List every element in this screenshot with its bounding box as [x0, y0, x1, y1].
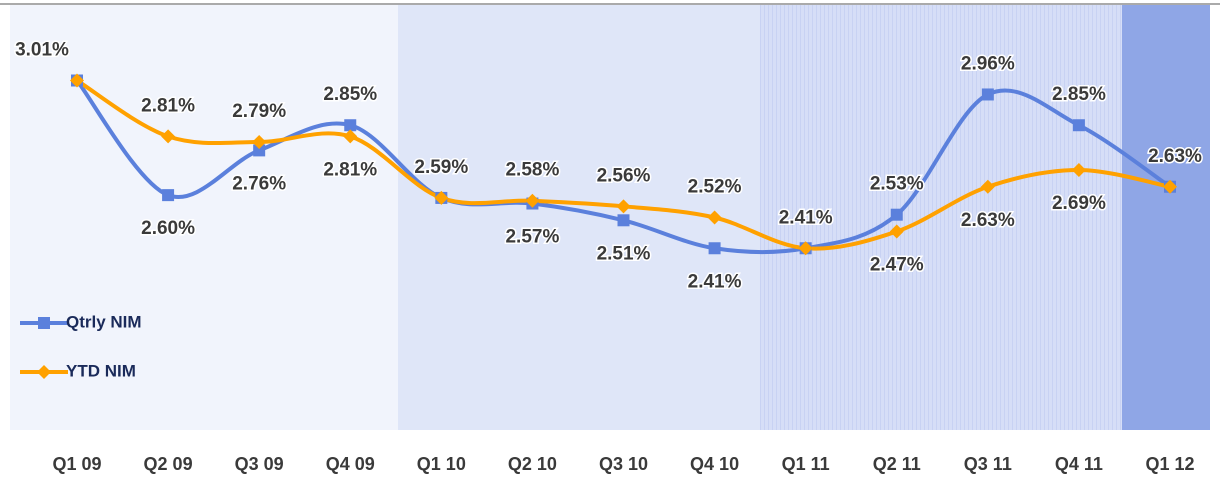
x-tick-label: Q3 10: [599, 454, 648, 474]
x-tick-label: Q2 10: [508, 454, 557, 474]
point: [162, 189, 175, 202]
value-label: 2.52%: [688, 177, 742, 198]
point: [434, 190, 449, 205]
point: [1071, 162, 1086, 177]
value-label: 2.81%: [141, 95, 195, 116]
x-tick-label: Q3 11: [964, 454, 1012, 474]
x-tick-label: Q1 10: [417, 454, 466, 474]
legend-marker: [38, 317, 50, 329]
legend-label: Qtrly NIM: [66, 312, 142, 331]
value-label: 2.53%: [870, 174, 924, 195]
point: [344, 119, 357, 132]
legend-marker: [37, 365, 51, 379]
value-label: 2.41%: [688, 271, 742, 292]
point: [981, 88, 994, 101]
legend-label: YTD NIM: [66, 361, 136, 380]
x-tick-label: Q4 09: [326, 454, 375, 474]
value-label: 2.81%: [323, 159, 377, 180]
value-label: 2.85%: [323, 84, 377, 105]
point: [70, 73, 84, 88]
band: [398, 5, 760, 430]
x-tick-label: Q2 11: [873, 454, 921, 474]
x-tick-label: Q2 09: [144, 454, 193, 474]
value-label: 2.79%: [232, 101, 286, 122]
point: [617, 214, 630, 227]
point: [1163, 179, 1177, 194]
point: [889, 224, 904, 239]
value-label: 2.69%: [1052, 193, 1106, 214]
point: [980, 179, 995, 194]
point: [798, 241, 813, 256]
point: [616, 199, 631, 214]
x-tick-label: Q4 11: [1055, 454, 1103, 474]
value-label: 2.96%: [961, 53, 1015, 74]
x-tick-label: Q1 09: [52, 454, 101, 474]
point: [525, 193, 540, 208]
value-label: 2.76%: [232, 173, 286, 194]
point: [161, 129, 176, 144]
value-label: 2.58%: [505, 160, 559, 181]
point: [252, 135, 267, 150]
value-label: 2.56%: [597, 165, 651, 186]
value-label: 2.57%: [505, 227, 559, 248]
value-label: 2.51%: [597, 243, 651, 264]
x-tick-label: Q3 09: [235, 454, 284, 474]
point: [890, 208, 903, 221]
value-label: 2.41%: [779, 207, 833, 228]
point: [253, 144, 266, 157]
value-label: 2.63%: [1148, 146, 1202, 167]
value-label: 2.60%: [141, 218, 195, 239]
value-label: 2.85%: [1052, 84, 1106, 105]
point: [1072, 119, 1085, 132]
band: [1122, 5, 1210, 430]
value-label: 2.59%: [414, 157, 468, 178]
value-label: 3.01%: [15, 40, 69, 61]
point: [343, 129, 358, 144]
value-label: 2.63%: [961, 210, 1015, 231]
value-label: 2.47%: [870, 254, 924, 275]
x-tick-label: Q1 12: [1145, 454, 1194, 474]
point: [707, 210, 722, 225]
x-tick-label: Q1 11: [782, 454, 830, 474]
point: [708, 242, 721, 255]
band: [760, 5, 1122, 430]
x-tick-label: Q4 10: [690, 454, 739, 474]
